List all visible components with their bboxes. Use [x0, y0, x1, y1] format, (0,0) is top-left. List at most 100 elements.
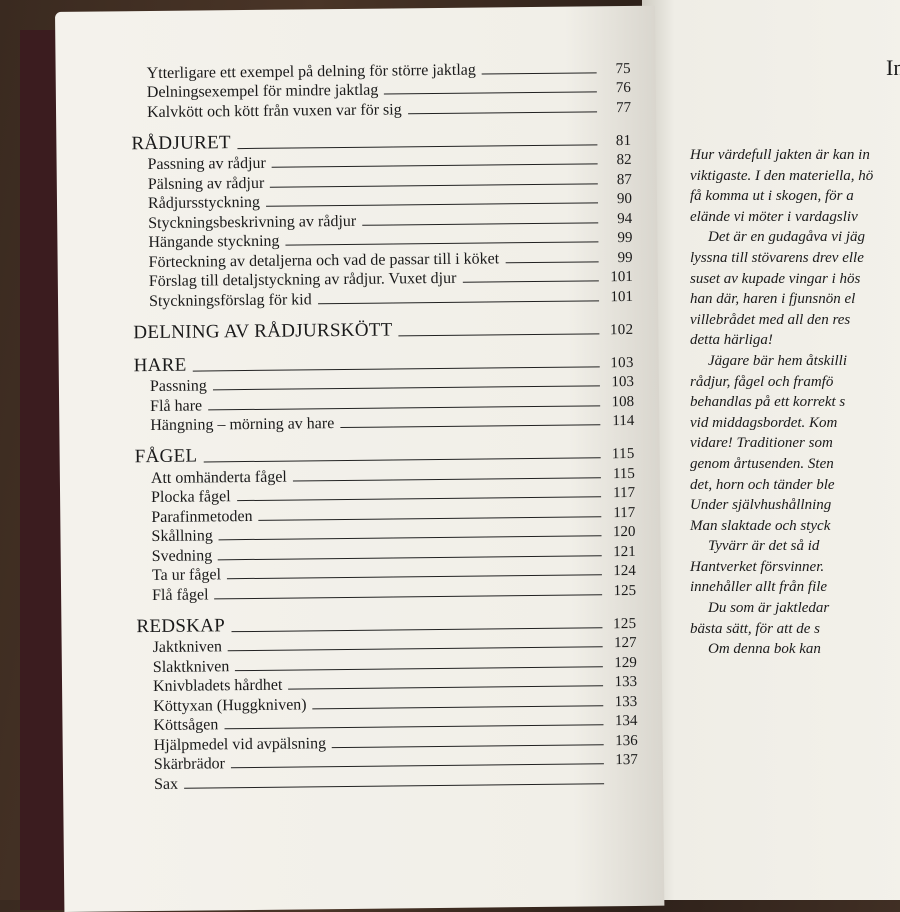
toc-title: Förslag till detaljstyckning av rådjur. …: [149, 270, 457, 291]
leader-line: [215, 594, 603, 599]
leader-line: [272, 163, 598, 167]
toc-title: Flå fågel: [152, 586, 209, 605]
leader-line: [237, 144, 597, 149]
toc-title: Sax: [154, 775, 178, 793]
toc-title: Plocka fågel: [151, 488, 231, 507]
leader-line: [505, 261, 598, 263]
page-number: 75: [603, 60, 631, 77]
leader-line: [231, 627, 602, 632]
toc-title: Styckningsbeskrivning av rådjur: [148, 212, 356, 232]
leader-line: [224, 724, 603, 729]
text-line: Om denna bok kan: [690, 641, 873, 662]
text-line: vidare! Traditioner som: [690, 435, 873, 456]
text-line: suset av kupade vingar i hös: [690, 271, 873, 292]
page-number: 101: [605, 269, 633, 286]
page-number: 125: [608, 582, 636, 599]
leader-line: [193, 366, 600, 371]
text-line: det, horn och tänder ble: [690, 477, 873, 498]
text-line: viktigaste. I den materiella, hö: [690, 168, 873, 189]
leader-line: [340, 424, 600, 428]
right-heading: In: [886, 55, 900, 81]
leader-line: [235, 666, 603, 671]
leader-line: [362, 222, 598, 225]
leader-line: [218, 555, 602, 560]
page-number: 115: [607, 465, 635, 482]
left-page: Ytterligare ett exempel på delning för s…: [55, 6, 664, 912]
toc-title: Köttsågen: [153, 716, 218, 735]
toc-title: Rådjursstyckning: [148, 194, 260, 213]
toc-title: Knivbladets hårdhet: [153, 677, 282, 696]
text-line: innehåller allt från file: [690, 579, 873, 600]
leader-line: [203, 457, 600, 462]
page-number: 125: [608, 615, 636, 632]
text-line: Jägare bär hem åtskilli: [690, 353, 873, 374]
toc-title: Köttyxan (Huggkniven): [153, 696, 306, 716]
text-line: lyssna till stövarens drev elle: [690, 250, 873, 271]
page-number: 102: [605, 321, 633, 338]
table-of-contents: Ytterligare ett exempel på delning för s…: [131, 58, 639, 794]
text-line: få komma ut i skogen, för a: [690, 188, 873, 209]
toc-title: Att omhänderta fågel: [151, 468, 287, 487]
text-line: Det är en gudagåva vi jäg: [690, 229, 873, 250]
leader-line: [228, 646, 603, 651]
toc-title: Ta ur fågel: [152, 566, 221, 585]
page-number: 87: [604, 171, 632, 188]
leader-line: [213, 385, 600, 390]
toc-title: Slaktkniven: [153, 658, 230, 677]
text-line: vid middagsbordet. Kom: [690, 415, 873, 436]
toc-title: FÅGEL: [135, 446, 198, 469]
page-number: 133: [609, 674, 637, 691]
toc-title: Pälsning av rådjur: [148, 174, 265, 193]
leader-line: [184, 783, 604, 788]
leader-line: [237, 496, 601, 501]
leader-line: [266, 202, 598, 206]
text-line: genom årtusenden. Sten: [690, 456, 873, 477]
text-line: Tyvärr är det så id: [690, 538, 873, 559]
text-line: Under självhushållning: [690, 497, 873, 518]
leader-line: [270, 183, 598, 187]
text-line: Man slaktade och styck: [690, 518, 873, 539]
text-line: behandlas på ett korrekt s: [690, 394, 873, 415]
toc-title: Förteckning av detaljerna och vad de pas…: [149, 250, 500, 272]
toc-title: Skärbrädor: [154, 755, 225, 774]
page-number: 114: [606, 413, 634, 430]
page-number: 94: [604, 210, 632, 227]
page-number: 90: [604, 191, 632, 208]
toc-title: HARE: [134, 354, 187, 377]
page-number: 115: [607, 446, 635, 463]
text-line: villebrådet med all den res: [690, 312, 873, 333]
text-line: bästa sätt, för att de s: [690, 621, 873, 642]
page-number: 134: [609, 713, 637, 730]
toc-title: Passning av rådjur: [148, 155, 266, 174]
toc-title: Ytterligare ett exempel på delning för s…: [147, 61, 476, 82]
leader-line: [313, 705, 604, 709]
leader-line: [332, 744, 604, 748]
toc-title: Hängning – mörning av hare: [150, 415, 334, 435]
leader-line: [259, 516, 602, 521]
toc-title: Skållning: [151, 527, 213, 546]
leader-line: [231, 763, 604, 768]
leader-line: [408, 111, 597, 114]
page-number: 129: [609, 654, 637, 671]
toc-title: Hjälpmedel vid avpälsning: [154, 735, 327, 755]
leader-line: [227, 574, 602, 579]
toc-title: Svedning: [152, 547, 213, 566]
text-line: Hantverket försvinner.: [690, 559, 873, 580]
page-number: 77: [603, 99, 631, 116]
toc-title: RÅDJURET: [131, 132, 231, 155]
text-line: Hur värdefull jakten är kan in: [690, 147, 873, 168]
toc-title: Passning: [150, 377, 207, 396]
toc-title: Kalvkött och kött från vuxen var för sig: [147, 101, 402, 122]
page-number: 76: [603, 80, 631, 97]
leader-line: [219, 535, 602, 540]
leader-line: [208, 405, 600, 410]
page-number: 120: [607, 524, 635, 541]
page-number: 103: [606, 354, 634, 371]
text-line: Du som är jaktledar: [690, 600, 873, 621]
leader-line: [293, 477, 601, 481]
page-number: 99: [604, 230, 632, 247]
